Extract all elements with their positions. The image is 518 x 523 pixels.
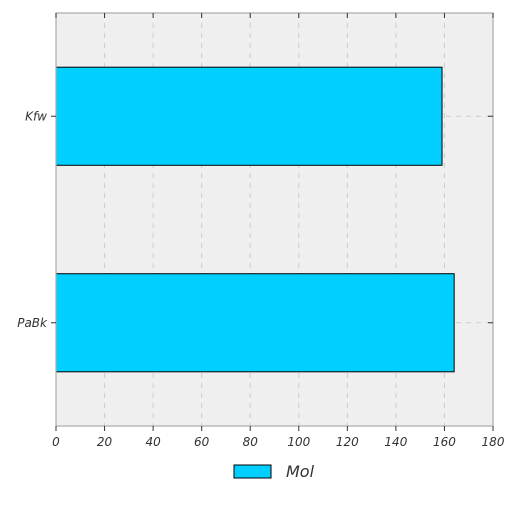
legend-swatch-mol (234, 465, 271, 478)
y-tick-label-kfw: Kfw (25, 109, 47, 123)
bar-kfw (56, 67, 442, 165)
x-tick-label-4: 80 (243, 435, 259, 449)
x-tick-label-2: 40 (145, 435, 161, 449)
x-tick-label-8: 160 (433, 435, 456, 449)
x-tick-label-9: 180 (482, 435, 505, 449)
legend-label-mol: Mol (286, 462, 315, 481)
x-tick-label-7: 140 (384, 435, 407, 449)
x-tick-label-3: 60 (194, 435, 210, 449)
x-tick-label-1: 20 (97, 435, 113, 449)
x-tick-label-5: 100 (287, 435, 310, 449)
x-tick-label-0: 0 (52, 435, 60, 449)
bar-pabk (56, 274, 454, 372)
x-tick-label-6: 120 (336, 435, 359, 449)
legend: Mol (234, 462, 315, 481)
y-tick-label-pabk: PaBk (17, 316, 48, 330)
